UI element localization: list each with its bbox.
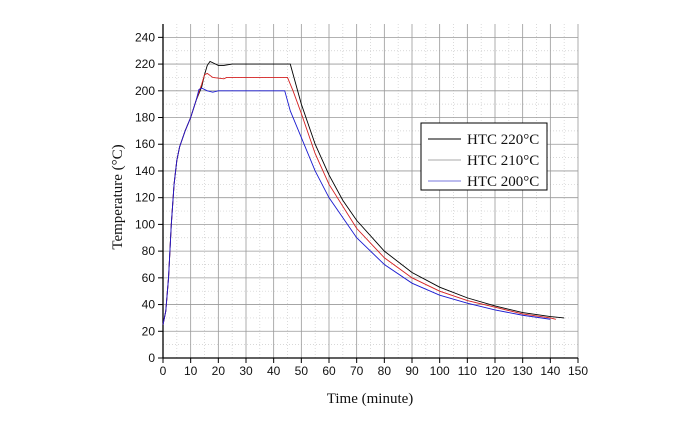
y-axis-label: Temperature (°C) [110, 144, 126, 249]
x-tick-label: 60 [322, 364, 336, 378]
y-tick-label: 60 [142, 271, 156, 285]
legend-label: HTC 200°C [467, 174, 539, 190]
x-tick-label: 80 [378, 364, 392, 378]
x-tick-label: 70 [350, 364, 364, 378]
x-tick-label: 120 [485, 364, 505, 378]
series-lines [162, 60, 565, 325]
x-tick-label: 110 [458, 364, 477, 378]
x-tick-label: 90 [405, 364, 419, 378]
axes: 0 10 20 30 40 50 60 70 80 90 100 110 120 130 140 150 0 20… [135, 24, 588, 378]
series-line-2 [162, 87, 551, 325]
x-tick-label: 140 [540, 364, 560, 378]
y-tick-label: 0 [148, 351, 155, 365]
y-tick-label: 100 [135, 217, 155, 231]
x-tick-label: 100 [430, 364, 450, 378]
legend-box [420, 122, 548, 191]
y-tick-label: 160 [135, 137, 155, 151]
y-tick-label: 120 [135, 191, 155, 205]
y-tick-label: 220 [135, 57, 155, 71]
series-line-0 [162, 60, 565, 325]
series-line-1 [162, 72, 556, 325]
y-tick-label: 80 [142, 244, 156, 258]
legend-label: HTC 210°C [467, 153, 539, 169]
y-tick-label: 20 [142, 324, 156, 338]
x-tick-label: 50 [295, 364, 309, 378]
grid [163, 24, 579, 358]
legend: HTC 220°C HTC 210°C HTC 200°C [420, 122, 548, 191]
x-tick-label: 20 [212, 364, 226, 378]
x-tick-label: 10 [184, 364, 198, 378]
x-tick-label: 0 [160, 364, 167, 378]
x-axis-label: Time (minute) [327, 391, 414, 407]
y-tick-label: 140 [135, 164, 155, 178]
y-tick-label: 40 [142, 298, 156, 312]
y-tick-label: 200 [135, 84, 155, 98]
x-tick-label: 150 [568, 364, 588, 378]
x-tick-label: 30 [239, 364, 253, 378]
y-tick-label: 180 [135, 111, 155, 125]
legend-label: HTC 220°C [467, 132, 539, 148]
x-tick-label: 130 [513, 364, 533, 378]
x-tick-label: 40 [267, 364, 281, 378]
y-tick-label: 240 [135, 30, 155, 44]
